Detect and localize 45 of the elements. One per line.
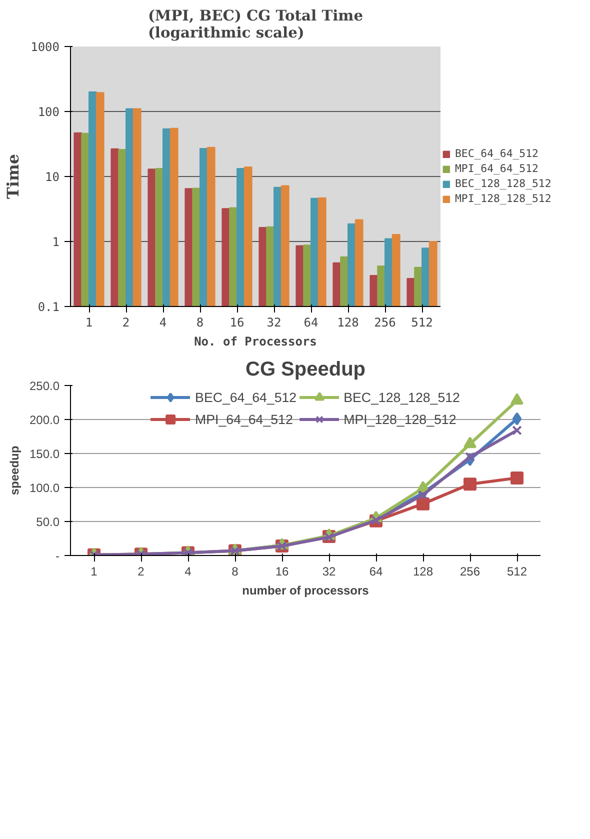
x-tick-label: 8 xyxy=(232,564,239,578)
x-tick-label: 64 xyxy=(304,316,318,330)
legend-label: BEC_64_64_512 xyxy=(195,390,297,404)
x-tick-label: 4 xyxy=(159,316,167,330)
legend-label: MPI_64_64_512 xyxy=(455,162,538,175)
y-tick-label: 50.0 xyxy=(36,515,60,529)
x-tick-label: 4 xyxy=(184,564,192,578)
x-axis-title: number of processors xyxy=(242,584,370,598)
y-tick-label: - xyxy=(56,549,60,563)
x-axis-title: No. of Processors xyxy=(194,334,317,348)
y-tick-label: 150.0 xyxy=(29,447,60,461)
y-tick-label: 1 xyxy=(52,235,60,249)
x-tick-label: 8 xyxy=(196,316,204,330)
x-tick-label: 32 xyxy=(322,564,336,578)
legend-label: MPI_128_128_512 xyxy=(344,412,456,426)
x-tick-label: 256 xyxy=(460,564,480,578)
y-tick-label: 250.0 xyxy=(29,379,60,393)
x-tick-label: 256 xyxy=(374,316,396,330)
x-tick-label: 16 xyxy=(275,564,289,578)
chart-title: CG Speedup xyxy=(245,358,366,380)
legend-label: BEC_64_64_512 xyxy=(455,147,538,160)
x-tick-label: 1 xyxy=(90,564,98,578)
legend-label: MPI_64_64_512 xyxy=(195,412,293,426)
legend-label: MPI_128_128_512 xyxy=(455,192,552,205)
legend-label: BEC_128_128_512 xyxy=(455,177,552,190)
y-axis-title: Time xyxy=(4,154,23,200)
x-tick-label: 512 xyxy=(506,564,528,578)
x-tick-label: 2 xyxy=(138,564,145,578)
x-tick-label: 64 xyxy=(369,564,383,578)
y-tick-label: 0.1 xyxy=(38,300,60,314)
x-tick-label: 32 xyxy=(266,316,282,330)
legend-label: BEC_128_128_512 xyxy=(344,390,460,404)
x-tick-label: 16 xyxy=(230,316,244,330)
y-tick-label: 100.0 xyxy=(29,481,60,495)
y-tick-label: 200.0 xyxy=(29,413,60,427)
y-tick-label: 10 xyxy=(45,170,60,184)
x-tick-label: 128 xyxy=(337,316,359,330)
y-tick-label: 100 xyxy=(38,105,60,119)
y-tick-label: 1000 xyxy=(30,40,60,54)
x-tick-label: 512 xyxy=(411,316,433,330)
y-axis-title: speedup xyxy=(7,446,22,496)
chart-title: (MPI, BEC) CG Total Time (logarithmic scale) xyxy=(148,8,364,42)
x-tick-label: 2 xyxy=(122,316,130,330)
x-tick-label: 1 xyxy=(85,316,93,330)
x-tick-label: 128 xyxy=(412,564,434,578)
